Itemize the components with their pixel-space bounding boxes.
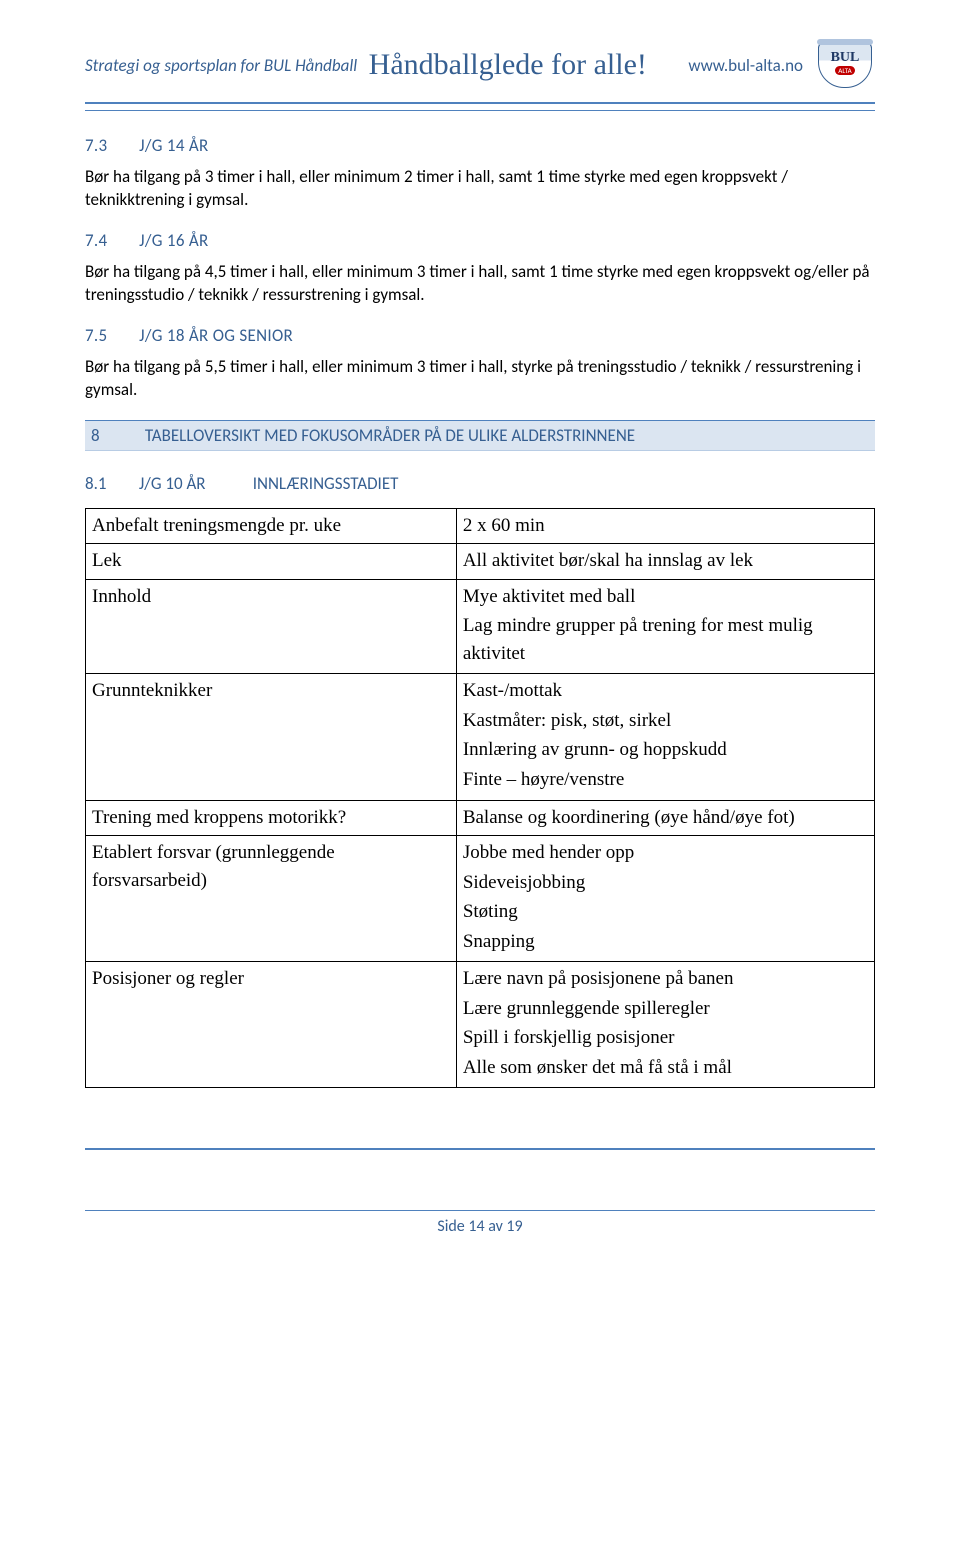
- cell-value: Kast-/mottak Kastmåter: pisk, støt, sirk…: [456, 674, 874, 800]
- cell-value: Lære navn på posisjonene på banen Lære g…: [456, 962, 874, 1088]
- cell-label: Trening med kroppens motorikk?: [86, 800, 457, 836]
- table-row: Anbefalt treningsmengde pr. uke 2 x 60 m…: [86, 508, 875, 544]
- logo-text-bul: BUL: [819, 51, 871, 65]
- heading-mid: J/G 10 ÅR: [139, 473, 249, 494]
- heading-num: 8.1: [85, 473, 135, 494]
- heading-title: J/G 16 ÅR: [139, 230, 208, 251]
- cell-line: Sideveisjobbing: [463, 869, 868, 897]
- cell-line: Kast-/mottak: [463, 677, 868, 705]
- cell-value: All aktivitet bør/skal ha innslag av lek: [456, 544, 874, 580]
- training-table: Anbefalt treningsmengde pr. uke 2 x 60 m…: [85, 508, 875, 1089]
- cell-line: Jobbe med hender opp: [463, 839, 868, 867]
- cell-label: Lek: [86, 544, 457, 580]
- cell-line: Spill i forskjellig posisjoner: [463, 1024, 868, 1052]
- heading-title: TABELLOVERSIKT MED FOKUSOMRÅDER PÅ DE UL…: [145, 425, 635, 446]
- cell-value: Balanse og koordinering (øye hånd/øye fo…: [456, 800, 874, 836]
- cell-label: Anbefalt treningsmengde pr. uke: [86, 508, 457, 544]
- cell-value: Jobbe med hender opp Sideveisjobbing Stø…: [456, 836, 874, 962]
- cell-label: Posisjoner og regler: [86, 962, 457, 1088]
- cell-line: Innlæring av grunn- og hoppskudd: [463, 736, 868, 764]
- cell-label: Grunnteknikker: [86, 674, 457, 800]
- cell-line: Mye aktivitet med ball: [463, 583, 868, 611]
- cell-line: Lære grunnleggende spilleregler: [463, 995, 868, 1023]
- cell-line: Kastmåter: pisk, støt, sirkel: [463, 707, 868, 735]
- logo-text-alta: ALTA: [835, 66, 854, 75]
- body-7-3: Bør ha tilgang på 3 timer i hall, eller …: [85, 166, 875, 212]
- cell-value: 2 x 60 min: [456, 508, 874, 544]
- table-row: Innhold Mye aktivitet med ball Lag mindr…: [86, 579, 875, 674]
- table-row: Posisjoner og regler Lære navn på posisj…: [86, 962, 875, 1088]
- table-row: Grunnteknikker Kast-/mottak Kastmåter: p…: [86, 674, 875, 800]
- heading-7-3: 7.3 J/G 14 ÅR: [85, 135, 875, 156]
- header-rule-thin: [85, 110, 875, 111]
- heading-num: 7.4: [85, 230, 135, 251]
- table-row: Trening med kroppens motorikk? Balanse o…: [86, 800, 875, 836]
- heading-8-band: 8 TABELLOVERSIKT MED FOKUSOMRÅDER PÅ DE …: [85, 420, 875, 451]
- cell-line: Finte – høyre/venstre: [463, 766, 868, 794]
- cell-value: Mye aktivitet med ball Lag mindre gruppe…: [456, 579, 874, 674]
- header-rule-thick: [85, 102, 875, 104]
- cell-label: Innhold: [86, 579, 457, 674]
- club-logo: BUL ALTA: [815, 40, 875, 90]
- header-url: www.bul-alta.no: [688, 55, 803, 76]
- header-right: www.bul-alta.no BUL ALTA: [688, 40, 875, 90]
- heading-8-1: 8.1 J/G 10 ÅR INNLÆRINGSSTADIET: [85, 473, 875, 494]
- cell-line: Støting: [463, 898, 868, 926]
- heading-7-5: 7.5 J/G 18 ÅR OG SENIOR: [85, 325, 875, 346]
- body-7-5: Bør ha tilgang på 5,5 timer i hall, elle…: [85, 356, 875, 402]
- cell-line: Alle som ønsker det må få stå i mål: [463, 1054, 868, 1082]
- heading-title: INNLÆRINGSSTADIET: [253, 473, 399, 494]
- heading-7-4: 7.4 J/G 16 ÅR: [85, 230, 875, 251]
- heading-num: 7.3: [85, 135, 135, 156]
- page-footer: Side 14 av 19: [85, 1210, 875, 1236]
- page-header: Strategi og sportsplan for BUL Håndball …: [85, 40, 875, 98]
- header-left-text: Strategi og sportsplan for BUL Håndball: [85, 55, 357, 76]
- heading-num: 8: [91, 425, 141, 446]
- body-7-4: Bør ha tilgang på 4,5 timer i hall, elle…: [85, 261, 875, 307]
- table-row: Etablert forsvar (grunnleggende forsvars…: [86, 836, 875, 962]
- table-row: Lek All aktivitet bør/skal ha innslag av…: [86, 544, 875, 580]
- logo-shield-icon: BUL ALTA: [818, 42, 872, 88]
- footer-rule-thick: [85, 1148, 875, 1150]
- heading-num: 7.5: [85, 325, 135, 346]
- header-slogan: Håndballglede for alle!: [327, 48, 688, 82]
- cell-line: Lag mindre grupper på trening for mest m…: [463, 612, 868, 667]
- heading-title: J/G 18 ÅR OG SENIOR: [139, 325, 293, 346]
- heading-title: J/G 14 ÅR: [139, 135, 208, 156]
- cell-line: Lære navn på posisjonene på banen: [463, 965, 868, 993]
- cell-label: Etablert forsvar (grunnleggende forsvars…: [86, 836, 457, 962]
- cell-line: Snapping: [463, 928, 868, 956]
